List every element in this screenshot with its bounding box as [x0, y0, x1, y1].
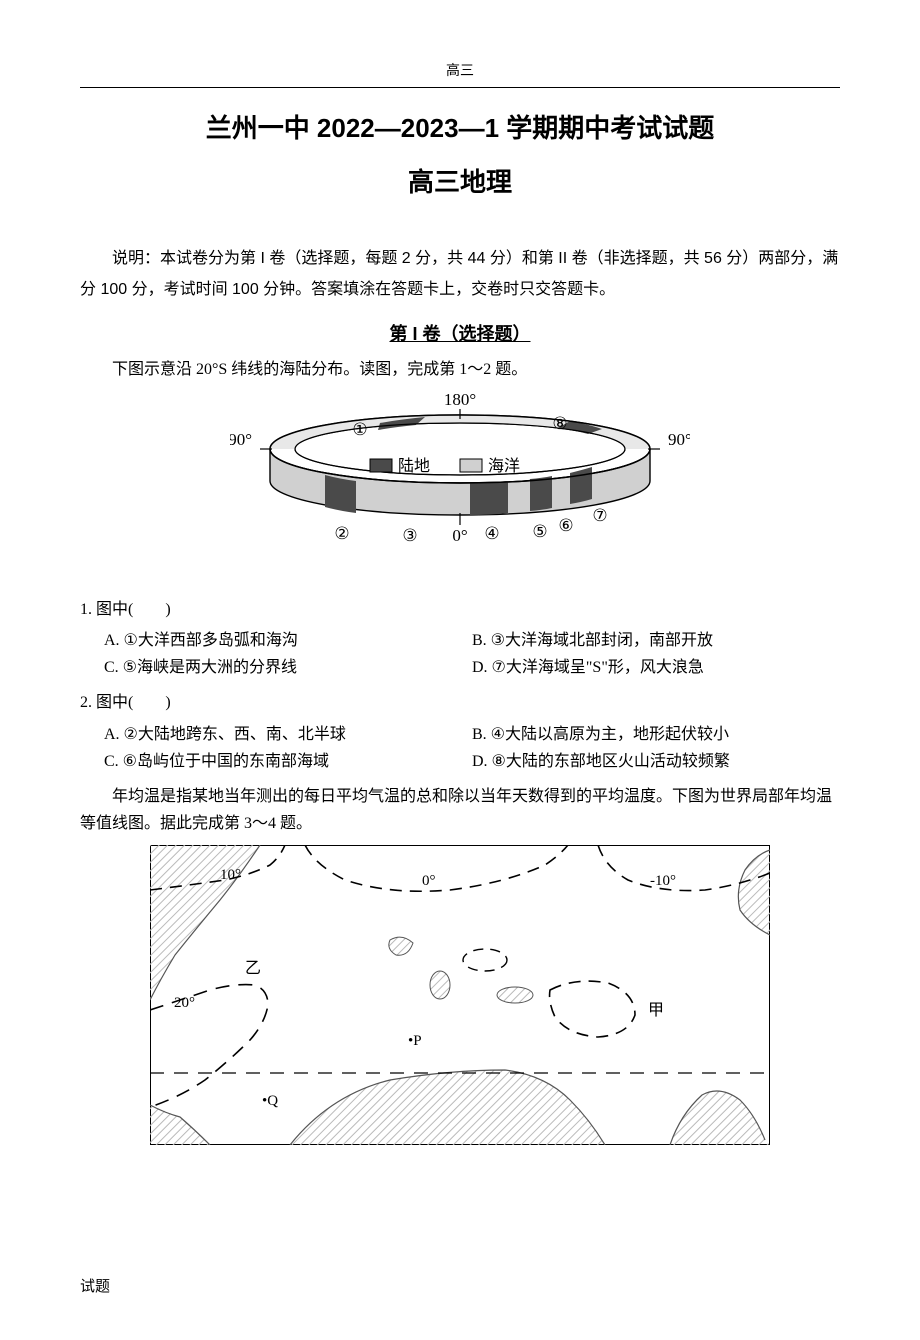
svg-text:③: ③	[402, 526, 417, 545]
passage-1: 下图示意沿 20°S 纬线的海陆分布。读图，完成第 1～2 题。	[80, 356, 840, 383]
passage-2: 年均温是指某地当年测出的每日平均气温的总和除以当年天数得到的平均温度。下图为世界…	[80, 783, 840, 837]
svg-text:甲: 甲	[648, 1002, 664, 1019]
q2-options: A. ②大陆地跨东、西、南、北半球 B. ④大陆以高原为主，地形起伏较小 C. …	[80, 721, 840, 775]
q2-b: B. ④大陆以高原为主，地形起伏较小	[472, 721, 840, 748]
svg-text:乙: 乙	[245, 960, 261, 977]
svg-text:②: ②	[334, 524, 349, 543]
figure-ring: 180° 90° 90° 0° ① ⑧ ② ③ ④ ⑤ ⑥ ⑦ 陆地 海洋	[80, 391, 840, 580]
svg-text:•Q: •Q	[262, 1093, 278, 1109]
q1-c: C. ⑤海峡是两大洲的分界线	[104, 654, 472, 681]
title-sub: 高三地理	[80, 160, 840, 204]
header-tag: 高三	[80, 60, 840, 88]
svg-text:陆地: 陆地	[398, 457, 430, 475]
svg-text:0°: 0°	[452, 526, 467, 545]
svg-text:10°: 10°	[220, 867, 241, 883]
svg-text:20°: 20°	[174, 995, 195, 1011]
footer: 试题	[80, 1275, 840, 1301]
svg-text:•P: •P	[408, 1033, 422, 1049]
q1-d: D. ⑦大洋海域呈"S"形，风大浪急	[472, 654, 840, 681]
svg-text:180°: 180°	[444, 391, 476, 409]
q1-b: B. ③大洋海域北部封闭，南部开放	[472, 627, 840, 654]
svg-text:④: ④	[484, 524, 499, 543]
svg-text:⑤: ⑤	[532, 522, 547, 541]
svg-text:⑦: ⑦	[592, 506, 607, 525]
svg-text:-10°: -10°	[650, 873, 676, 889]
svg-text:①: ①	[352, 420, 367, 439]
svg-text:海洋: 海洋	[488, 457, 520, 475]
q2-stem: 2. 图中( )	[80, 689, 840, 716]
q1-a: A. ①大洋西部多岛弧和海沟	[104, 627, 472, 654]
figure-map: 10° 0° -10° 20° 乙 甲 •P •Q	[80, 845, 840, 1154]
svg-text:0°: 0°	[422, 873, 436, 889]
q1-stem: 1. 图中( )	[80, 596, 840, 623]
q2-a: A. ②大陆地跨东、西、南、北半球	[104, 721, 472, 748]
svg-text:⑥: ⑥	[558, 516, 573, 535]
svg-text:90°: 90°	[668, 430, 690, 449]
q1-options: A. ①大洋西部多岛弧和海沟 B. ③大洋海域北部封闭，南部开放 C. ⑤海峡是…	[80, 627, 840, 681]
title-main: 兰州一中 2022—2023—1 学期期中考试试题	[80, 106, 840, 150]
instructions: 说明：本试卷分为第 I 卷（选择题，每题 2 分，共 44 分）和第 II 卷（…	[80, 244, 840, 305]
svg-text:90°: 90°	[230, 430, 252, 449]
q2-d: D. ⑧大陆的东部地区火山活动较频繁	[472, 748, 840, 775]
q2-c: C. ⑥岛屿位于中国的东南部海域	[104, 748, 472, 775]
svg-text:⑧: ⑧	[552, 414, 567, 433]
section-title: 第 I 卷（选择题）	[80, 319, 840, 350]
